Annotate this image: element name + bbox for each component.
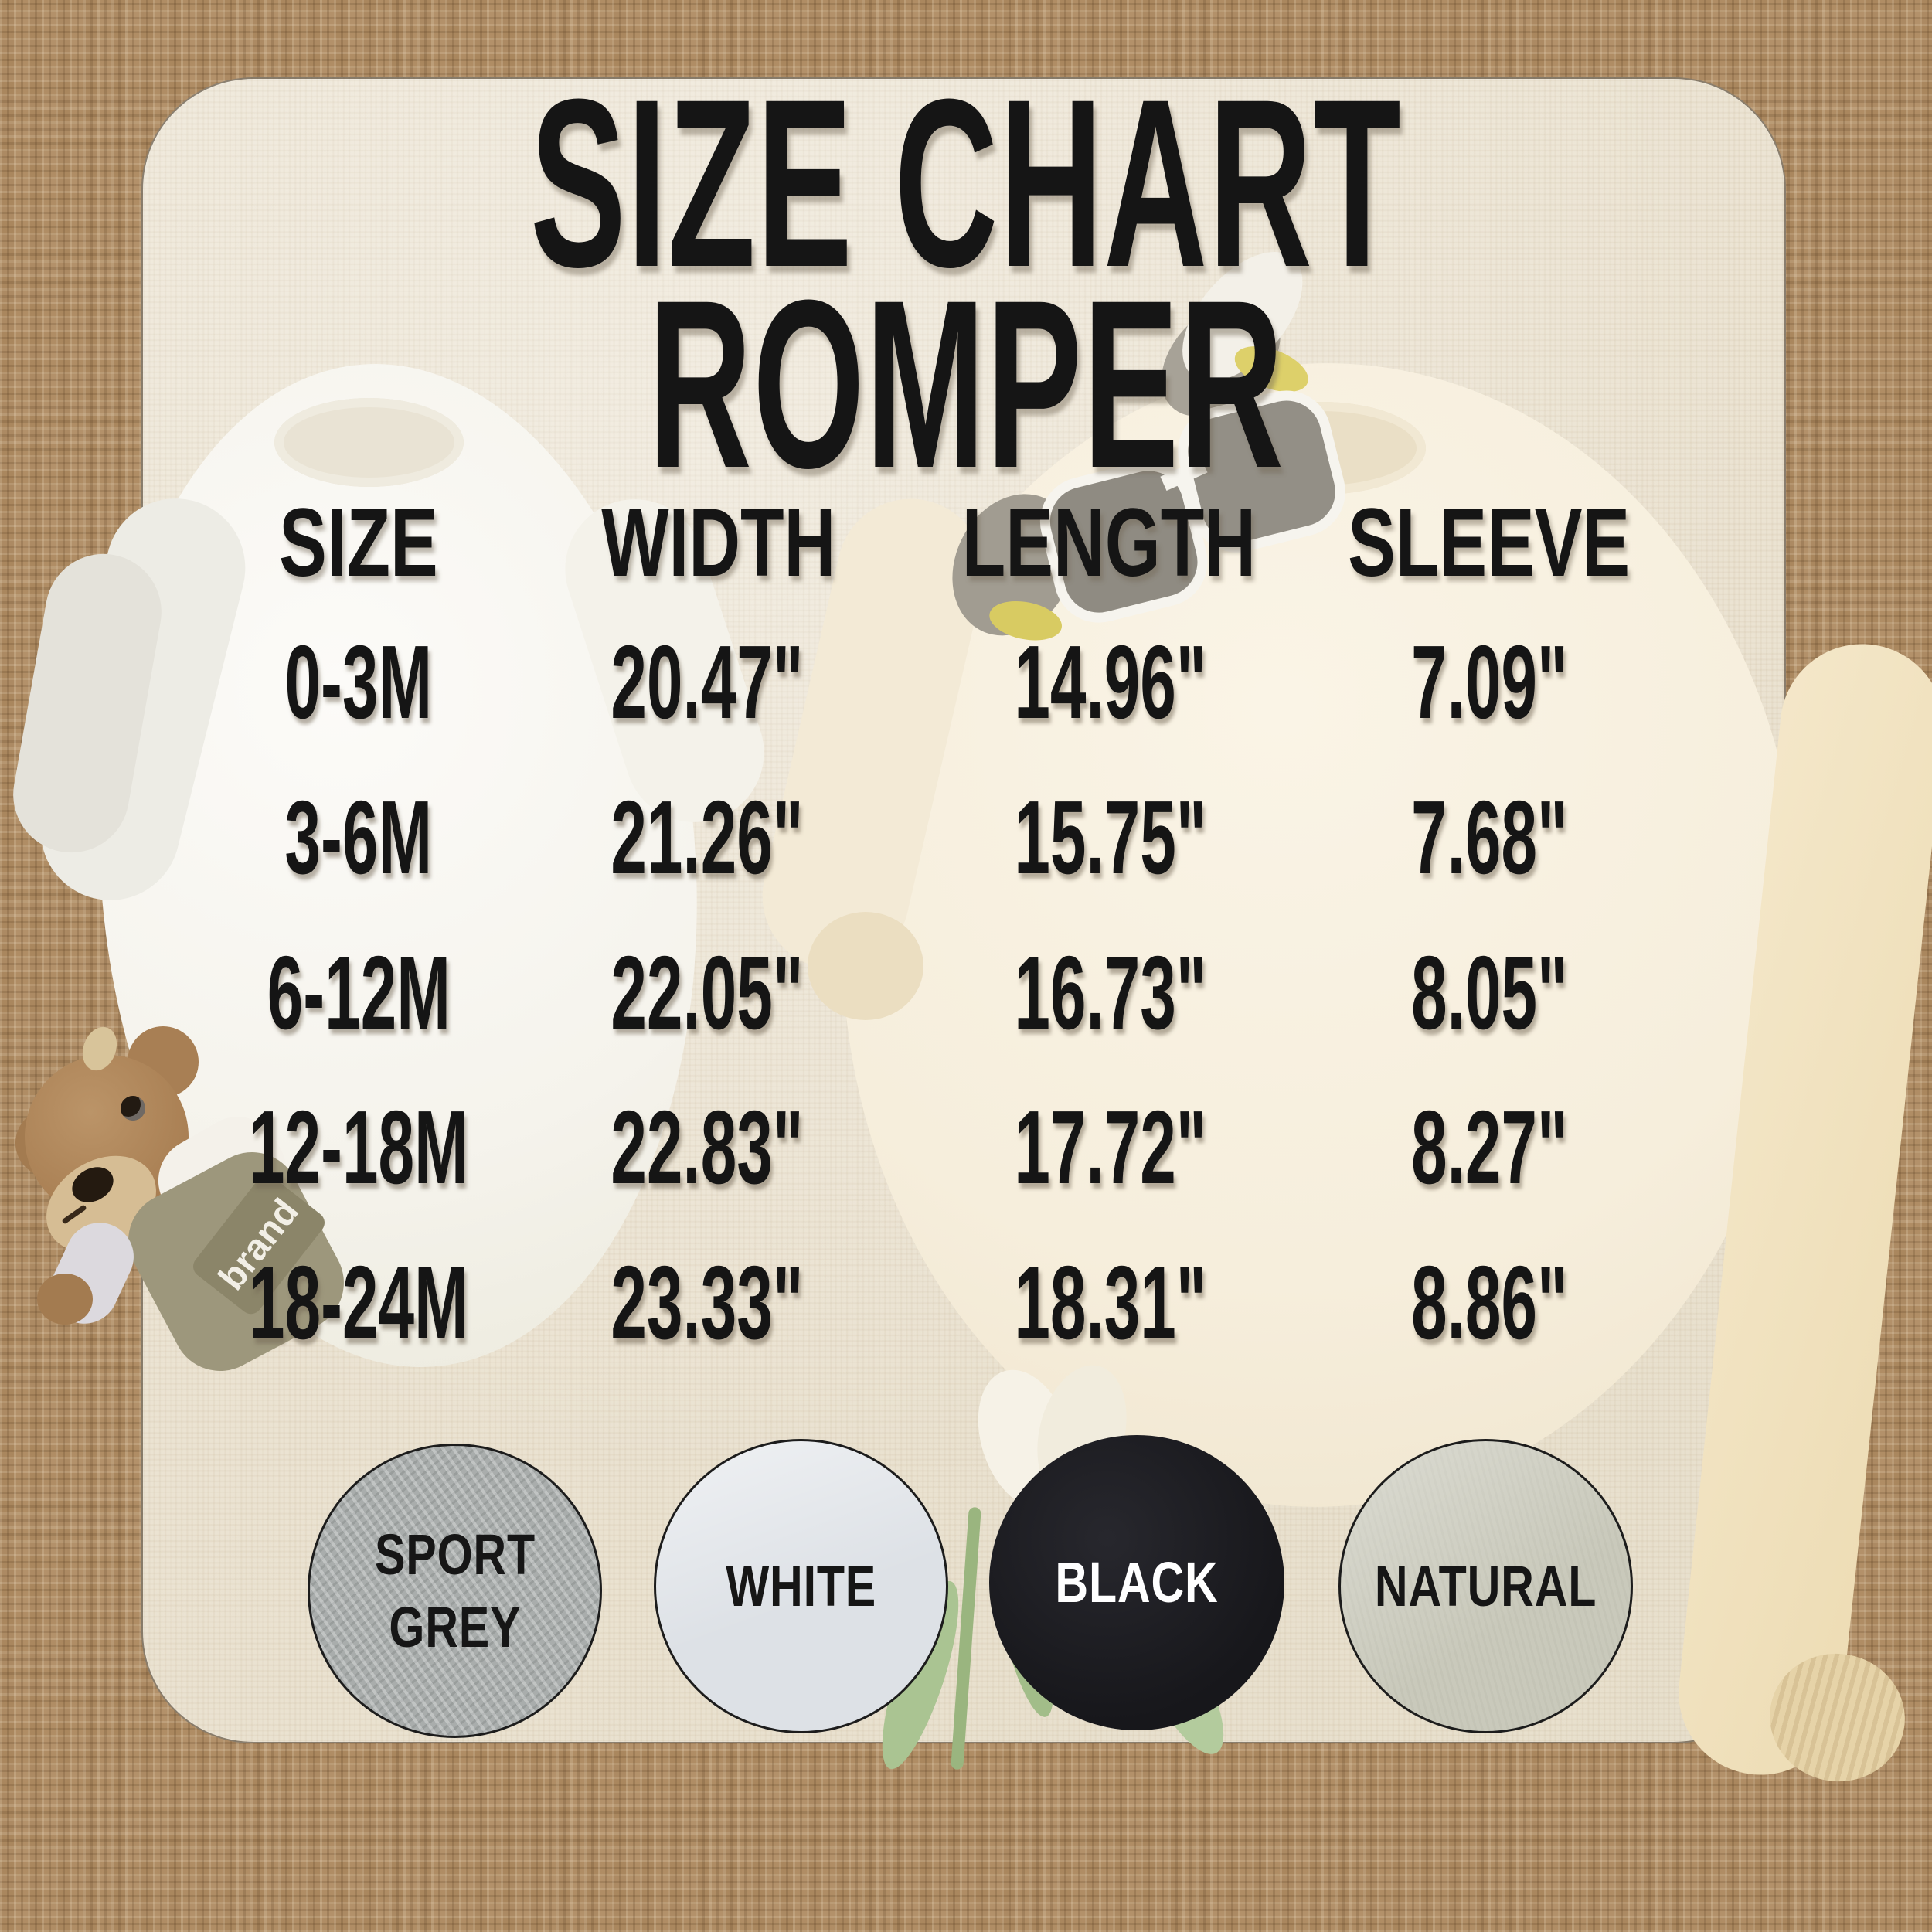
col-header-width: WIDTH <box>601 489 836 597</box>
swatch-natural: NATURAL <box>1338 1439 1633 1733</box>
table-row-cell: 23.33" <box>611 1244 804 1361</box>
table-row-cell: 21.26" <box>611 779 804 896</box>
swatch-label: NATURAL <box>1374 1553 1597 1618</box>
table-row-cell: 8.05" <box>1410 934 1568 1051</box>
table-row-cell: 17.72" <box>1014 1089 1207 1206</box>
table-row-cell: 15.75" <box>1014 779 1207 896</box>
table-row-cell: 22.83" <box>611 1089 804 1206</box>
table-row-cell: 0-3M <box>284 624 433 740</box>
page-title-line2: ROMPER <box>0 250 1932 518</box>
table-row-cell: 6-12M <box>267 934 451 1051</box>
bear-paw-icon <box>37 1274 93 1325</box>
title-text-line1: SIZE CHART <box>530 49 1402 317</box>
table-row-cell: 14.96" <box>1014 624 1207 740</box>
col-header-length: LENGTH <box>961 489 1257 597</box>
swatch-label: WHITE <box>726 1553 876 1618</box>
cream-romper-cuff-left <box>808 912 923 1020</box>
col-header-size: SIZE <box>279 489 438 597</box>
table-row-cell: 16.73" <box>1014 934 1207 1051</box>
teddy-bear: brand <box>15 912 361 1388</box>
table-row-cell: 20.47" <box>611 624 804 740</box>
title-text-line2: ROMPER <box>648 250 1284 518</box>
table-row-cell: 8.27" <box>1410 1089 1568 1206</box>
table-row-cell: 7.68" <box>1410 779 1568 896</box>
page-title-line1: SIZE CHART <box>0 49 1932 317</box>
col-header-sleeve: SLEEVE <box>1348 489 1631 597</box>
table-row-cell: 8.86" <box>1410 1244 1568 1361</box>
table-row-cell: 22.05" <box>611 934 804 1051</box>
swatch-sport-grey: SPORT GREY <box>308 1444 602 1738</box>
swatch-label: BLACK <box>1055 1550 1219 1614</box>
bear-eye-icon <box>121 1096 145 1121</box>
swatch-label: SPORT GREY <box>374 1522 536 1659</box>
table-row-cell: 7.09" <box>1410 624 1568 740</box>
white-romper-collar <box>274 398 464 487</box>
table-row-cell: 18-24M <box>249 1244 468 1361</box>
table-row-cell: 3-6M <box>284 779 433 896</box>
swatch-black: BLACK <box>989 1435 1284 1730</box>
table-row-cell: 12-18M <box>249 1089 468 1206</box>
table-row-cell: 18.31" <box>1014 1244 1207 1361</box>
swatch-white: WHITE <box>654 1439 948 1733</box>
